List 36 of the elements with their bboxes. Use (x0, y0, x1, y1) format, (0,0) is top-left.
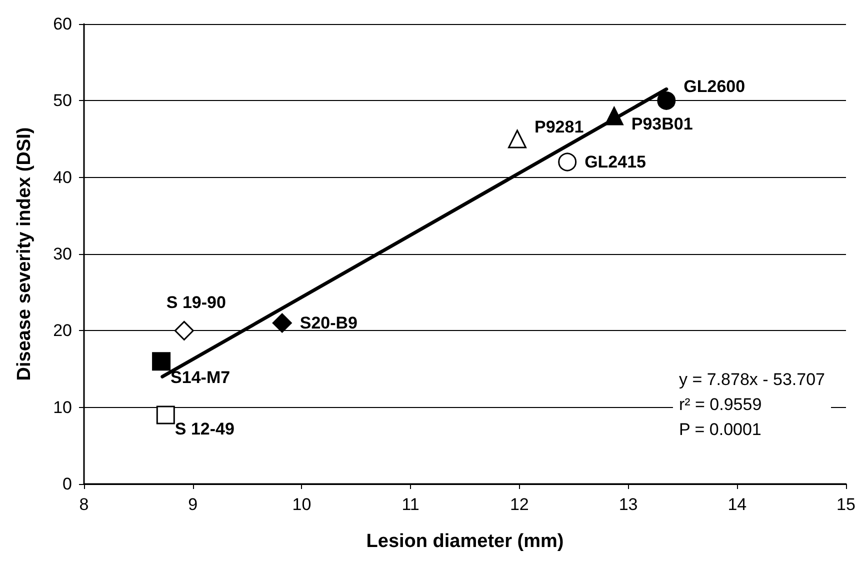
series-label: P93B01 (631, 114, 693, 134)
series-label: S 19-90 (166, 292, 226, 312)
series-label: GL2415 (584, 152, 646, 172)
point (272, 313, 292, 333)
y-tick-label: 40 (53, 168, 72, 187)
x-tick-label: 8 (79, 495, 89, 514)
annotation: P = 0.0001 (678, 420, 762, 439)
y-tick-label: 30 (53, 244, 72, 264)
x-axis-title: Lesion diameter (mm) (366, 531, 564, 552)
point (508, 130, 526, 148)
y-axis-title: Disease severity index (DSI) (14, 127, 35, 381)
x-tick-label: 14 (728, 495, 747, 514)
series-label: GL2600 (684, 77, 746, 96)
series-label: P9281 (534, 118, 584, 136)
y-tick-label: 10 (53, 398, 72, 417)
x-tick-label: 11 (402, 495, 420, 514)
y-tick-label: 0 (62, 474, 72, 494)
x-tick-label: 13 (618, 495, 638, 514)
x-tick-label: 10 (292, 495, 312, 514)
point (657, 91, 676, 110)
point (152, 352, 171, 371)
annotation: r² = 0.9559 (678, 395, 762, 414)
x-tick-label: 12 (510, 495, 529, 514)
annotation: y = 7.878x - 53.707 (678, 370, 826, 389)
series-label: S20-B9 (300, 314, 358, 332)
point (558, 152, 577, 172)
point (156, 406, 175, 424)
point (174, 320, 194, 340)
series-label: S14-M7 (170, 368, 230, 387)
series-label: S 12-49 (174, 420, 234, 438)
x-tick-label: 15 (836, 495, 856, 514)
point (604, 106, 624, 126)
y-tick-label: 50 (53, 91, 72, 110)
y-tick-label: 20 (53, 321, 72, 340)
y-tick-label: 60 (53, 14, 72, 34)
x-tick-label: 9 (188, 495, 198, 514)
